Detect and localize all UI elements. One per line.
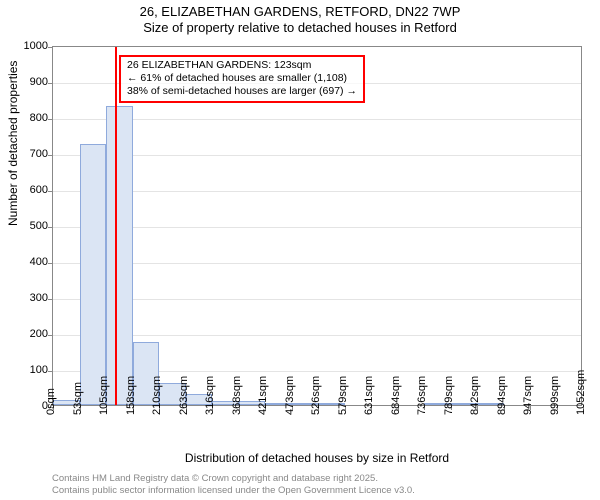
x-tick-label: 1052sqm [575, 370, 587, 415]
y-tick-mark [48, 335, 53, 336]
x-tick-label: 999sqm [549, 376, 561, 415]
x-tick-label: 368sqm [231, 376, 243, 415]
y-tick-mark [48, 299, 53, 300]
y-tick-label: 700 [8, 148, 48, 160]
y-tick-label: 100 [8, 364, 48, 376]
y-tick-label: 600 [8, 184, 48, 196]
x-tick-label: 842sqm [469, 376, 481, 415]
attribution-line-2: Contains public sector information licen… [52, 485, 415, 496]
x-tick-label: 158sqm [125, 376, 137, 415]
x-tick-label: 736sqm [416, 376, 428, 415]
y-tick-mark [48, 371, 53, 372]
callout-line: 26 ELIZABETHAN GARDENS: 123sqm [127, 59, 357, 72]
title-block: 26, ELIZABETHAN GARDENS, RETFORD, DN22 7… [0, 0, 600, 37]
y-tick-label: 400 [8, 256, 48, 268]
y-tick-label: 200 [8, 328, 48, 340]
y-tick-label: 1000 [8, 40, 48, 52]
x-tick-label: 631sqm [363, 376, 375, 415]
x-tick-label: 579sqm [337, 376, 349, 415]
title-line-1: 26, ELIZABETHAN GARDENS, RETFORD, DN22 7… [0, 4, 600, 20]
y-tick-label: 300 [8, 292, 48, 304]
y-tick-mark [48, 119, 53, 120]
attribution-line-1: Contains HM Land Registry data © Crown c… [52, 473, 415, 484]
callout-line: 38% of semi-detached houses are larger (… [127, 85, 357, 98]
x-tick-label: 947sqm [522, 376, 534, 415]
y-tick-mark [48, 191, 53, 192]
title-line-2: Size of property relative to detached ho… [0, 20, 600, 36]
x-tick-label: 263sqm [178, 376, 190, 415]
histogram-bar [106, 106, 133, 405]
x-tick-label: 894sqm [496, 376, 508, 415]
x-tick-label: 105sqm [98, 376, 110, 415]
chart-container: 26, ELIZABETHAN GARDENS, RETFORD, DN22 7… [0, 0, 600, 500]
attribution: Contains HM Land Registry data © Crown c… [52, 473, 415, 496]
y-tick-label: 500 [8, 220, 48, 232]
x-tick-label: 316sqm [204, 376, 216, 415]
y-tick-mark [48, 155, 53, 156]
y-tick-label: 900 [8, 76, 48, 88]
y-tick-mark [48, 263, 53, 264]
y-tick-label: 800 [8, 112, 48, 124]
y-tick-mark [48, 83, 53, 84]
y-tick-label: 0 [8, 400, 48, 412]
y-tick-mark [48, 227, 53, 228]
x-tick-label: 789sqm [443, 376, 455, 415]
x-tick-label: 684sqm [390, 376, 402, 415]
x-tick-label: 526sqm [310, 376, 322, 415]
x-tick-label: 473sqm [284, 376, 296, 415]
indicator-line [115, 47, 117, 405]
callout-line: ← 61% of detached houses are smaller (1,… [127, 72, 357, 85]
callout-box: 26 ELIZABETHAN GARDENS: 123sqm← 61% of d… [119, 55, 365, 103]
plot-area: Distribution of detached houses by size … [52, 46, 582, 406]
histogram-bar [80, 144, 107, 405]
x-tick-label: 421sqm [257, 376, 269, 415]
x-axis-label: Distribution of detached houses by size … [53, 451, 581, 465]
x-tick-label: 210sqm [151, 376, 163, 415]
x-tick-label: 53sqm [72, 382, 84, 415]
y-tick-mark [48, 47, 53, 48]
